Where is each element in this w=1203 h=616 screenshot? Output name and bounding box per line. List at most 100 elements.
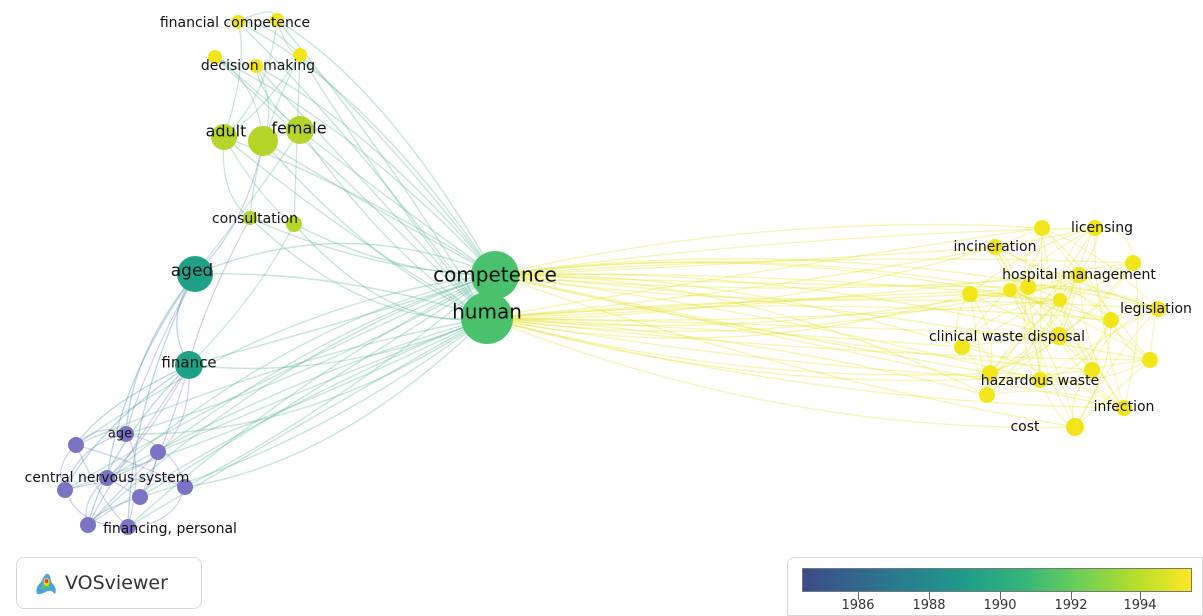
node-label-licensing[interactable]: licensing <box>1071 220 1133 236</box>
network-edge <box>125 273 196 435</box>
network-edge <box>494 223 1043 276</box>
network-edge <box>1074 308 1159 428</box>
network-edge <box>494 274 988 396</box>
network-node[interactable] <box>1125 255 1141 271</box>
node-female[interactable] <box>286 116 314 144</box>
node-consultation[interactable] <box>286 216 302 232</box>
node-incineration[interactable] <box>987 239 1003 255</box>
network-edge <box>157 274 496 453</box>
network-edge <box>127 273 196 528</box>
network-node[interactable] <box>57 482 73 498</box>
network-edge <box>994 246 1041 381</box>
network-edge <box>64 274 496 491</box>
network-node[interactable] <box>177 479 193 495</box>
network-node[interactable] <box>1034 220 1050 236</box>
network-node[interactable] <box>1003 283 1017 297</box>
scale-tick-label: 1988 <box>912 598 946 613</box>
network-node[interactable] <box>982 365 998 381</box>
node-label-competence[interactable]: competence <box>433 263 557 287</box>
network-edge <box>249 217 496 276</box>
node-infection[interactable] <box>1116 400 1132 416</box>
network-edge <box>184 274 496 488</box>
node-legislation[interactable] <box>1150 301 1166 317</box>
node-label-cost[interactable]: cost <box>1010 419 1040 435</box>
node-label-hospital-management[interactable]: hospital management <box>1002 267 1156 283</box>
network-node[interactable] <box>954 339 970 355</box>
node-age[interactable] <box>118 426 134 442</box>
node-adult[interactable] <box>211 124 237 150</box>
node-financing-personal[interactable] <box>120 519 136 535</box>
network-node[interactable] <box>132 489 148 505</box>
network-edge <box>1094 227 1125 409</box>
network-node[interactable] <box>1142 352 1158 368</box>
network-edge <box>75 444 186 488</box>
network-edge <box>1009 289 1093 371</box>
node-label-finance[interactable]: finance <box>161 354 216 372</box>
network-edge <box>494 274 1125 409</box>
network-edge <box>494 246 996 276</box>
node-finance[interactable] <box>175 351 203 379</box>
network-edge <box>223 21 242 138</box>
network-node[interactable] <box>80 517 96 533</box>
node-label-female[interactable]: female <box>271 119 326 138</box>
network-node[interactable] <box>243 211 257 225</box>
network-edge <box>276 19 496 276</box>
node-label-central-nervous-system[interactable]: central nervous system <box>25 470 190 486</box>
node-label-financing-personal[interactable]: financing, personal <box>103 521 237 537</box>
node-financial-competence[interactable] <box>231 15 245 29</box>
network-node[interactable] <box>979 387 995 403</box>
node-label-human[interactable]: human <box>452 300 522 324</box>
node-label-hazardous-waste[interactable]: hazardous waste <box>981 373 1099 389</box>
network-node[interactable] <box>1020 279 1036 295</box>
network-edge <box>1027 286 1112 321</box>
network-edge <box>486 299 1061 321</box>
node-label-aged[interactable]: aged <box>171 261 213 281</box>
node-label-legislation[interactable]: legislation <box>1120 301 1192 317</box>
node-label-age[interactable]: age <box>108 427 132 442</box>
node-decision-making[interactable] <box>249 59 263 73</box>
scale-tick-label: 1990 <box>983 598 1017 613</box>
network-edge <box>486 317 991 376</box>
network-edge <box>994 246 1093 371</box>
network-node[interactable] <box>208 50 222 64</box>
network-edge <box>237 21 496 276</box>
node-label-clinical-waste-disposal[interactable]: clinical waste disposal <box>929 329 1085 345</box>
network-edge <box>125 274 496 435</box>
network-node[interactable] <box>270 13 284 27</box>
node-label-adult[interactable]: adult <box>206 122 247 141</box>
network-node[interactable] <box>1053 293 1067 307</box>
node-aged[interactable] <box>177 256 213 292</box>
network-edge <box>75 317 488 446</box>
network-node[interactable] <box>248 126 278 156</box>
node-cost[interactable] <box>1066 418 1084 436</box>
network-edge <box>214 56 496 276</box>
network-node[interactable] <box>150 444 166 460</box>
node-competence[interactable] <box>471 251 519 299</box>
network-edge <box>223 136 295 225</box>
network-edge <box>75 274 496 446</box>
network-node[interactable] <box>1084 362 1100 378</box>
network-edge <box>494 273 1060 337</box>
network-edge <box>989 274 1080 374</box>
network-node[interactable] <box>962 286 978 302</box>
node-label-infection[interactable]: infection <box>1094 399 1155 415</box>
network-node[interactable] <box>68 437 84 453</box>
node-label-consultation[interactable]: consultation <box>212 211 298 227</box>
network-edge <box>194 129 301 275</box>
node-label-incineration[interactable]: incineration <box>954 239 1037 255</box>
node-hospital-management[interactable] <box>1071 267 1087 283</box>
network-edge <box>139 274 496 498</box>
node-licensing[interactable] <box>1087 220 1103 236</box>
node-label-financial-competence[interactable]: financial competence <box>160 15 310 31</box>
color-scale: 1986 1988 1990 1992 1994 <box>787 557 1203 616</box>
node-label-decision-making[interactable]: decision making <box>201 58 315 74</box>
node-central-nervous-system[interactable] <box>99 470 115 486</box>
network-node[interactable] <box>293 48 307 62</box>
node-human[interactable] <box>461 292 513 344</box>
node-hazardous-waste[interactable] <box>1032 372 1048 388</box>
network-node[interactable] <box>1103 312 1119 328</box>
network-edge <box>494 258 1134 276</box>
node-clinical-waste-disposal[interactable] <box>1050 327 1068 345</box>
network-edge <box>989 227 1096 374</box>
